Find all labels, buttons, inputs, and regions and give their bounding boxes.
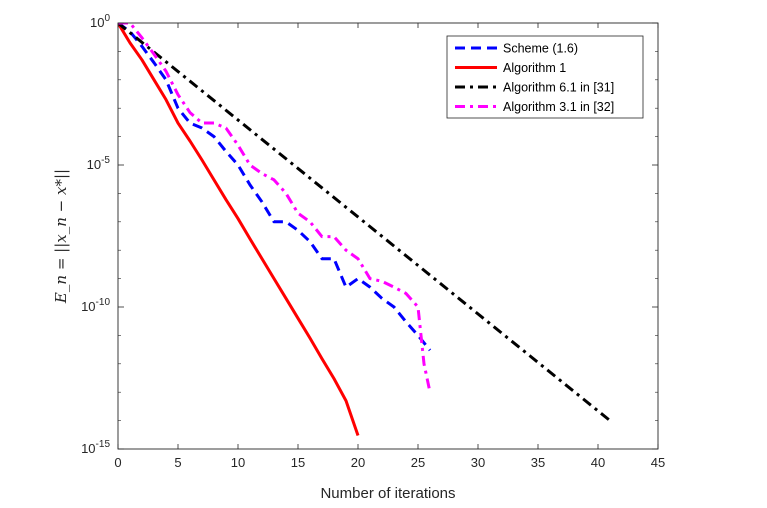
y-tick-label: 10-15 <box>81 439 110 456</box>
legend-label-4: Algorithm 3.1 in [32] <box>503 100 614 114</box>
y-tick-label: 10-5 <box>87 155 111 172</box>
legend-box <box>446 35 644 119</box>
series-line-2 <box>118 23 360 436</box>
y-tick-label: 10-10 <box>81 297 110 314</box>
x-tick-label: 45 <box>651 455 665 470</box>
x-tick-label: 15 <box>291 455 305 470</box>
x-axis-title: Number of iterations <box>320 485 455 502</box>
series-line-3 <box>118 23 611 422</box>
x-tick-label: 30 <box>471 455 485 470</box>
x-tick-label: 5 <box>174 455 181 470</box>
x-tick-label: 10 <box>231 455 245 470</box>
series-line-1 <box>118 23 432 352</box>
x-tick-label: 0 <box>114 455 121 470</box>
axes-frame <box>117 22 659 450</box>
series-layer <box>118 23 611 436</box>
y-axis-title: E_n = ||x_n − x*|| <box>52 169 70 304</box>
legend: Scheme (1.6) Algorithm 1 Algorithm 6.1 in … <box>446 35 644 119</box>
axes-layer: 0 5 10 15 20 25 30 35 40 45 100 10-5 10-10 10-15 <box>81 13 665 470</box>
legend-label-2: Algorithm 1 <box>503 61 566 75</box>
x-tick-label: 40 <box>591 455 605 470</box>
legend-label-3: Algorithm 6.1 in [31] <box>503 81 614 95</box>
series-line-4 <box>118 23 432 393</box>
x-tick-label: 20 <box>351 455 365 470</box>
x-tick-label: 35 <box>531 455 545 470</box>
y-tick-label: 100 <box>90 13 110 30</box>
x-tick-label: 25 <box>411 455 425 470</box>
legend-label-1: Scheme (1.6) <box>503 42 578 56</box>
